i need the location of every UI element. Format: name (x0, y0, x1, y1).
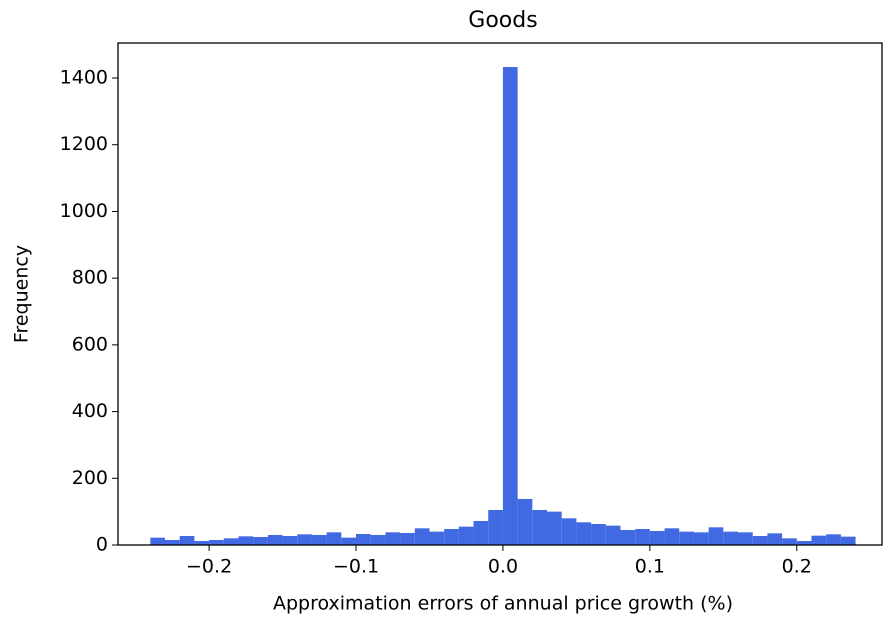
bar (165, 539, 180, 545)
bar (488, 509, 503, 545)
x-tick-label: −0.2 (186, 556, 232, 578)
bar (708, 527, 724, 545)
bar (458, 526, 474, 545)
bar (502, 67, 518, 546)
bar (444, 528, 459, 545)
bar (473, 520, 489, 545)
x-tick-label: −0.1 (333, 556, 379, 578)
bar (253, 536, 268, 545)
bar (179, 535, 195, 545)
bar (811, 535, 827, 545)
bar (679, 531, 694, 545)
bar (738, 532, 753, 545)
bar (576, 522, 592, 545)
bar (238, 536, 254, 545)
bar (664, 528, 680, 545)
bar (796, 540, 812, 545)
bar (385, 532, 401, 545)
bar (297, 534, 312, 545)
bar (223, 538, 239, 545)
bar (752, 535, 768, 545)
y-tick-label: 800 (72, 267, 108, 289)
bar (282, 535, 298, 545)
bar (429, 531, 445, 545)
x-tick-label: 0.2 (782, 556, 812, 578)
x-tick-label: 0.0 (488, 556, 518, 578)
y-tick-label: 1000 (60, 200, 108, 222)
bar (370, 534, 386, 545)
bar (840, 536, 856, 545)
bar (693, 532, 709, 545)
bar (400, 532, 415, 545)
x-axis-label: Approximation errors of annual price gro… (273, 593, 733, 615)
bar (620, 529, 636, 545)
y-tick-label: 1400 (60, 67, 108, 89)
bar (209, 539, 224, 545)
bar (414, 528, 430, 545)
bar (356, 533, 371, 545)
y-axis-label: Frequency (11, 245, 33, 343)
axes-frame (117, 42, 883, 546)
bar (267, 534, 283, 545)
y-tick-label: 1200 (60, 133, 108, 155)
y-tick-label: 400 (72, 400, 108, 422)
bar (635, 528, 650, 545)
bar (326, 532, 342, 545)
bar (649, 530, 665, 545)
y-tick-label: 600 (72, 333, 108, 355)
bar (561, 518, 577, 545)
bar (194, 540, 210, 545)
x-tick-label: 0.1 (635, 556, 665, 578)
bar (547, 511, 562, 545)
bar (311, 534, 327, 545)
chart-title: Goods (468, 8, 537, 33)
bar (782, 538, 797, 545)
bar (723, 531, 739, 545)
bar (532, 509, 548, 545)
y-tick-label: 200 (72, 467, 108, 489)
bar (150, 537, 166, 545)
bar (341, 537, 357, 545)
bar (605, 525, 621, 545)
y-tick-label: 0 (96, 534, 108, 556)
bar (591, 523, 606, 545)
bar (826, 534, 841, 545)
bar (767, 533, 783, 545)
bar (517, 498, 533, 545)
